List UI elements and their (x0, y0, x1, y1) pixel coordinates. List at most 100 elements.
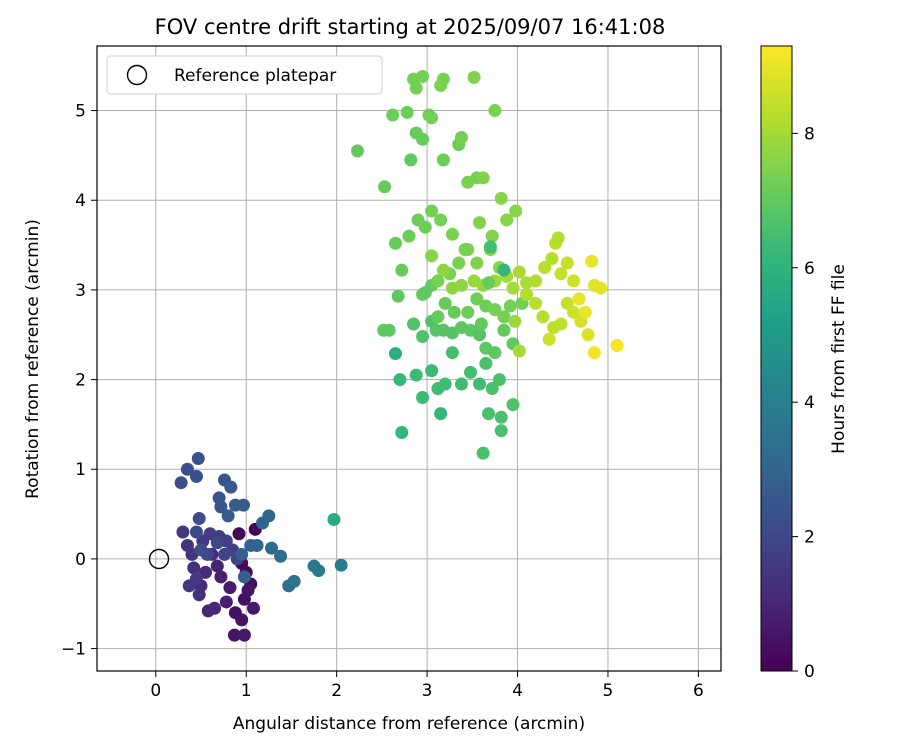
data-point (400, 105, 414, 119)
data-point (436, 72, 450, 86)
data-point (224, 480, 238, 494)
data-point (470, 292, 484, 306)
data-point (482, 407, 496, 421)
data-point (402, 229, 416, 243)
legend: Reference platepar (106, 55, 383, 95)
data-point (479, 356, 493, 370)
y-tick-label: 2 (75, 371, 86, 391)
data-point (395, 263, 409, 277)
data-point (241, 583, 255, 597)
y-tick-label: 1 (75, 460, 86, 480)
x-tick-label: 1 (241, 681, 252, 701)
data-point (554, 267, 568, 281)
data-point (409, 368, 423, 382)
data-point (506, 398, 520, 412)
data-point (246, 601, 260, 615)
data-point (545, 252, 559, 266)
data-point (560, 256, 574, 270)
data-point (235, 547, 249, 561)
data-point (393, 373, 407, 387)
data-point (467, 70, 481, 84)
data-points (174, 69, 624, 642)
data-point (425, 249, 439, 263)
data-point (610, 338, 624, 352)
data-point (572, 292, 586, 306)
data-point (431, 310, 445, 324)
data-point (434, 213, 448, 227)
data-point (250, 538, 264, 552)
chart-title: FOV centre drift starting at 2025/09/07 … (155, 15, 666, 39)
data-point (214, 570, 228, 584)
x-tick-label: 5 (603, 681, 614, 701)
data-point (180, 462, 194, 476)
data-point (382, 323, 396, 337)
data-point (488, 346, 502, 360)
data-point (334, 558, 348, 572)
data-point (201, 604, 215, 618)
data-point (223, 581, 237, 595)
data-point (438, 377, 452, 391)
colorbar-tick-label: 8 (804, 124, 815, 144)
data-point (416, 391, 430, 405)
data-point (494, 424, 508, 438)
data-point (425, 204, 439, 218)
x-tick-label: 3 (422, 681, 433, 701)
colorbar-tick-label: 2 (804, 528, 815, 548)
y-tick-label: 4 (75, 191, 86, 211)
colorbar-tick-label: 4 (804, 393, 815, 413)
data-point (235, 613, 249, 627)
data-point (529, 274, 543, 288)
data-point (538, 260, 552, 274)
data-point (483, 240, 497, 254)
data-point (520, 287, 534, 301)
x-axis-ticks: 0 1 2 3 4 5 6 (150, 671, 704, 701)
data-point (482, 276, 496, 290)
x-tick-label: 4 (512, 681, 523, 701)
data-point (497, 323, 511, 337)
data-point (409, 81, 423, 95)
y-axis-ticks: −1 0 1 2 3 4 5 (61, 102, 97, 660)
data-point (454, 130, 468, 144)
data-point (194, 543, 208, 557)
data-point (476, 171, 490, 185)
data-point (416, 69, 430, 83)
data-point (189, 469, 203, 483)
data-point (214, 500, 228, 514)
data-point (210, 536, 224, 550)
colorbar-tick-label: 6 (804, 259, 815, 279)
data-point (497, 310, 511, 324)
data-point (492, 373, 506, 387)
data-point (187, 561, 201, 575)
data-point (395, 425, 409, 439)
data-point (494, 410, 508, 424)
data-point (425, 364, 439, 378)
y-tick-label: −1 (61, 640, 86, 660)
data-point (227, 628, 241, 642)
data-point (458, 243, 472, 257)
data-point (436, 153, 450, 167)
data-point (191, 451, 205, 465)
data-point (327, 512, 341, 526)
data-point (418, 220, 432, 234)
data-point (445, 346, 459, 360)
data-point (416, 132, 430, 146)
data-point (506, 281, 520, 295)
colorbar-tick-label: 0 (804, 662, 815, 682)
data-point (463, 365, 477, 379)
data-point (350, 144, 364, 158)
data-point (274, 549, 288, 563)
data-point (210, 559, 224, 573)
data-point (494, 191, 508, 205)
data-point (512, 265, 526, 279)
data-point (454, 278, 468, 292)
data-point (497, 263, 511, 277)
data-point (488, 303, 502, 317)
data-point (585, 254, 599, 268)
data-point (218, 547, 232, 561)
data-point (174, 476, 188, 490)
data-point (452, 256, 466, 270)
legend-label: Reference platepar (174, 66, 336, 86)
data-point (473, 216, 487, 230)
data-point (378, 180, 392, 194)
